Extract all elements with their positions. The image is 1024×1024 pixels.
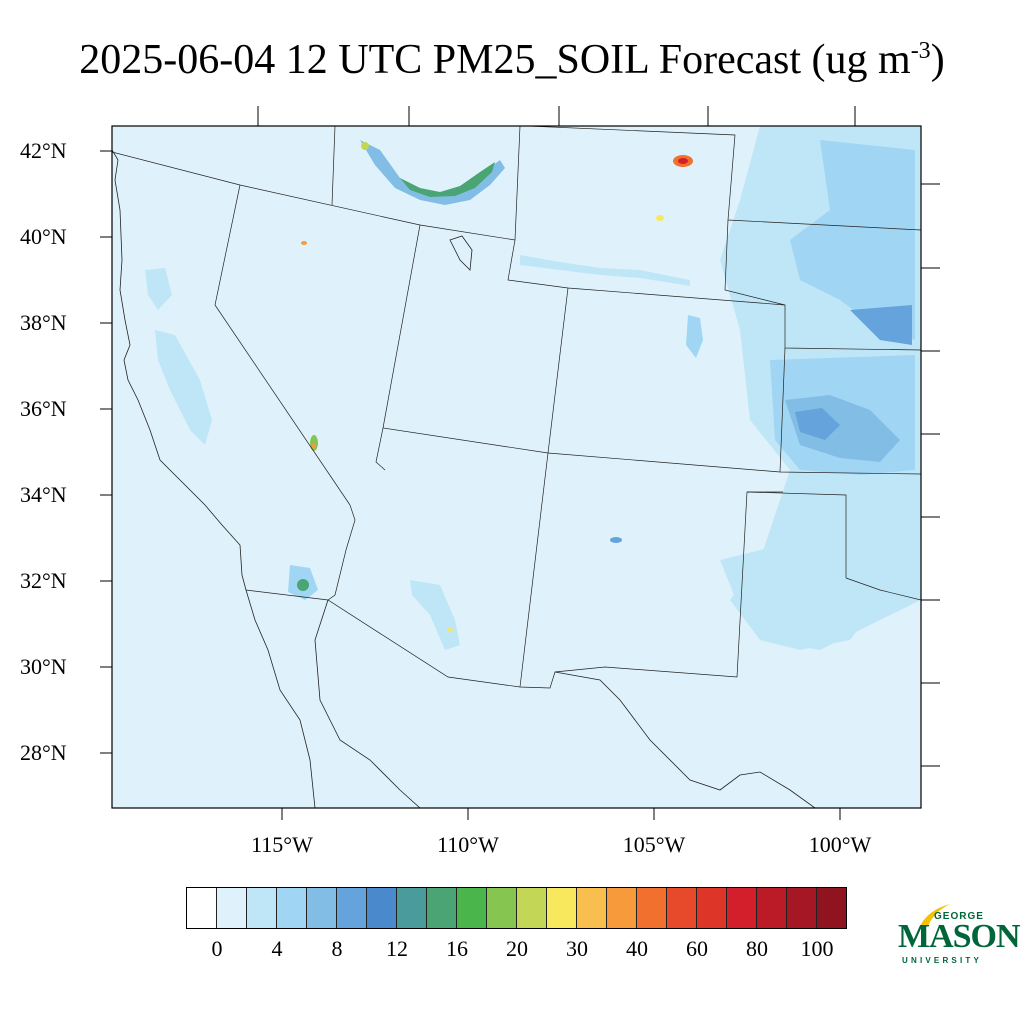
logo-line1: GEORGE <box>934 911 984 922</box>
plot-title: 2025-06-04 12 UTC PM25_SOIL Forecast (ug… <box>0 30 1024 90</box>
title-main: 2025-06-04 12 UTC PM25_SOIL Forecast (ug… <box>79 37 911 83</box>
colorbar-label: 4 <box>271 936 283 961</box>
hotspot-newmexico <box>610 537 622 543</box>
colorbar-swatch <box>277 888 307 928</box>
hotspot-wyoming <box>656 215 664 221</box>
hotspot-nevada-core <box>312 443 316 449</box>
colorbar-swatch <box>787 888 817 928</box>
title-superscript: -3 <box>910 38 931 64</box>
lat-label-34: 34°N <box>20 482 67 507</box>
nebraska-core-region <box>850 305 912 345</box>
texas-haze-region <box>720 540 880 650</box>
colorbar-swatch <box>427 888 457 928</box>
colorbar <box>186 887 847 929</box>
colorado-haze-patch <box>686 315 703 358</box>
colorbar-swatch <box>517 888 547 928</box>
lat-label-32: 32°N <box>20 568 67 593</box>
colorbar-swatch <box>397 888 427 928</box>
colorbar-label: 12 <box>386 936 408 961</box>
hotspot-idaho <box>361 142 369 150</box>
colorbar-swatch <box>697 888 727 928</box>
gmu-logo: GEORGE MASON UNIVERSITY <box>898 900 1021 970</box>
title-close: ) <box>930 37 945 83</box>
logo-line2: MASON <box>898 918 1021 955</box>
colorbar-swatch <box>637 888 667 928</box>
lat-label-42: 42°N <box>20 138 67 163</box>
california-valley-haze <box>155 330 212 445</box>
colorbar-swatch <box>727 888 757 928</box>
idaho-wyoming-band-core <box>400 162 495 197</box>
colorbar-swatch <box>577 888 607 928</box>
colorbar-label: 30 <box>566 936 588 961</box>
kansas-core-region <box>795 408 840 440</box>
logo-line3: UNIVERSITY <box>902 956 983 965</box>
colorbar-swatch <box>367 888 397 928</box>
colorbar-swatch <box>547 888 577 928</box>
oklahoma-haze-region <box>840 490 915 560</box>
lon-label-105: 105°W <box>622 832 686 857</box>
colorbar-label: 60 <box>686 936 708 961</box>
lon-label-100: 100°W <box>808 832 872 857</box>
plains-moderate-region <box>790 140 915 340</box>
colorbar-swatch <box>187 888 217 928</box>
colorbar-label: 16 <box>446 936 468 961</box>
lat-label-40: 40°N <box>20 224 67 249</box>
hotspot-utah <box>301 241 307 245</box>
wyoming-haze-streak <box>520 255 690 286</box>
colorbar-label: 40 <box>626 936 648 961</box>
arizona-haze-patch <box>410 580 460 650</box>
colorbar-label: 20 <box>506 936 528 961</box>
colorbar-swatch <box>757 888 787 928</box>
hotspot-arizona <box>447 628 453 632</box>
colorbar-swatch <box>247 888 277 928</box>
colorbar-label: 80 <box>746 936 768 961</box>
colorbar-swatch <box>817 888 846 928</box>
hotspot-baja <box>297 579 309 591</box>
lon-label-110: 110°W <box>437 832 499 857</box>
lat-label-36: 36°N <box>20 396 67 421</box>
colorbar-swatch <box>457 888 487 928</box>
lat-label-38: 38°N <box>20 310 67 335</box>
nevada-haze-patch <box>145 268 172 310</box>
colorbar-swatch <box>217 888 247 928</box>
colorbar-label: 100 <box>800 936 834 961</box>
colorbar-swatch <box>487 888 517 928</box>
colorbar-swatch <box>607 888 637 928</box>
hotspot-montana-core <box>678 158 688 164</box>
colorbar-label: 0 <box>211 936 223 961</box>
logo-flame-icon <box>920 904 950 926</box>
map-frame <box>111 125 922 809</box>
colorbar-swatch <box>667 888 697 928</box>
colorbar-swatch <box>337 888 367 928</box>
lon-label-115: 115°W <box>251 832 313 857</box>
lat-label-28: 28°N <box>20 740 67 765</box>
lat-label-30: 30°N <box>20 654 67 679</box>
coastline <box>112 149 816 808</box>
axis-ticks <box>100 106 940 820</box>
colorbar-label: 8 <box>331 936 343 961</box>
colorbar-swatch <box>307 888 337 928</box>
